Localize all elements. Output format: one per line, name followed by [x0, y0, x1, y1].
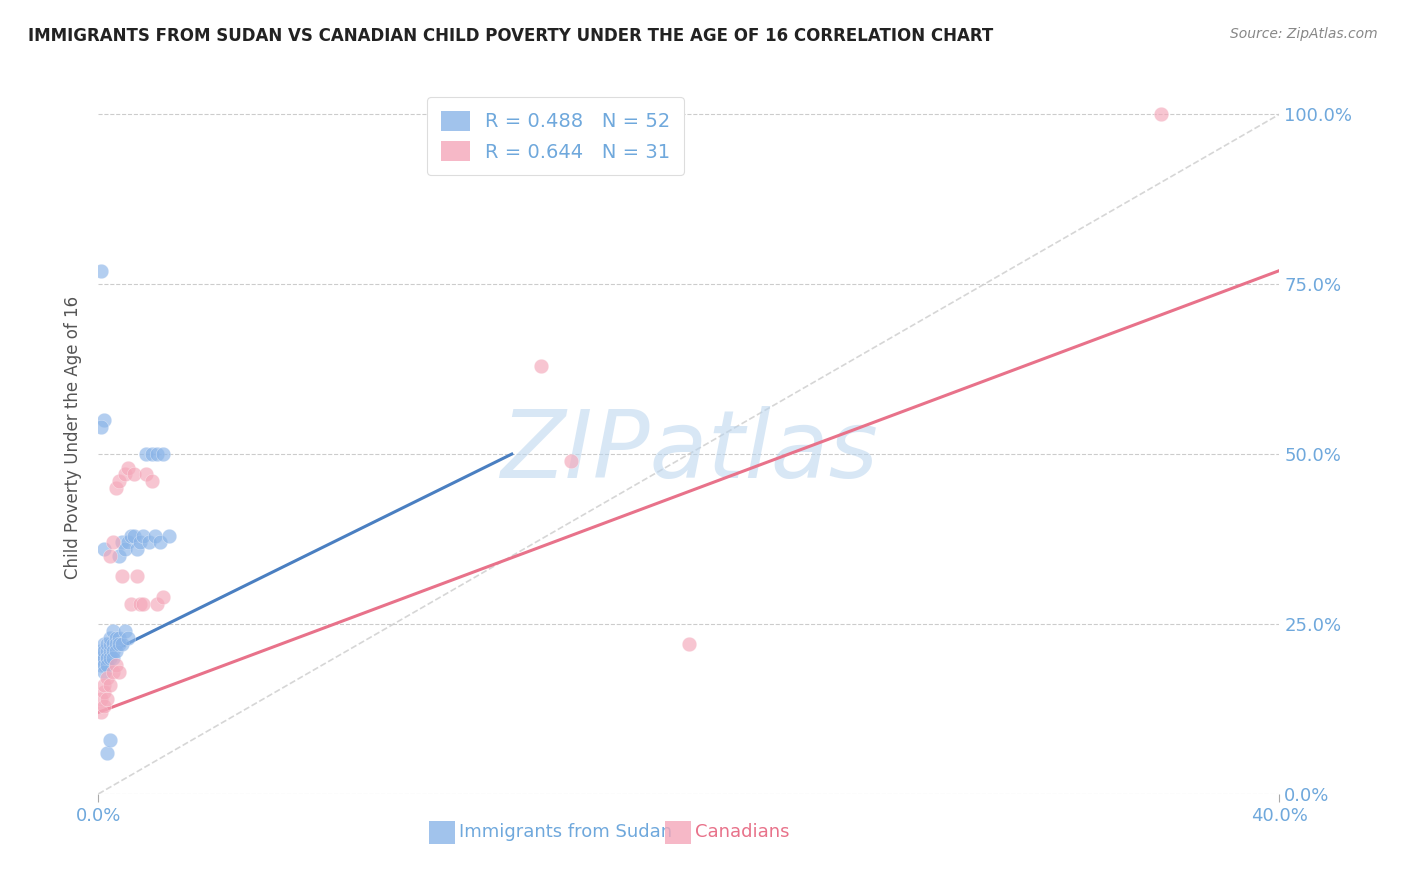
Point: [157, 528, 180, 542]
Point: [93, 644, 115, 658]
Point: [96, 657, 118, 672]
Point: [135, 447, 157, 461]
Point: [108, 631, 131, 645]
Point: [141, 475, 163, 489]
Point: [93, 678, 115, 692]
Point: [105, 657, 128, 672]
Point: [98, 549, 121, 563]
Point: [152, 447, 174, 461]
Point: [105, 481, 128, 495]
Point: [138, 535, 160, 549]
Point: [111, 569, 134, 583]
Point: [96, 671, 118, 685]
Point: [141, 447, 163, 461]
Point: [105, 631, 128, 645]
Point: [90, 691, 112, 706]
Point: [114, 542, 136, 557]
Text: Canadians: Canadians: [695, 823, 789, 841]
Point: [103, 651, 125, 665]
Point: [98, 732, 121, 747]
Point: [105, 644, 128, 658]
Point: [132, 597, 155, 611]
Point: [93, 637, 115, 651]
Point: [90, 263, 112, 277]
Bar: [429, 821, 456, 844]
Point: [98, 678, 121, 692]
Bar: [665, 821, 692, 844]
Point: [93, 413, 115, 427]
Point: [103, 644, 125, 658]
Point: [93, 657, 115, 672]
Point: [103, 624, 125, 638]
Point: [125, 542, 148, 557]
Point: [96, 691, 118, 706]
Point: [93, 651, 115, 665]
Point: [103, 665, 125, 679]
Point: [98, 651, 121, 665]
Point: [108, 665, 131, 679]
Point: [117, 535, 139, 549]
Point: [93, 542, 115, 557]
Point: [146, 597, 169, 611]
Legend: R = 0.488   N = 52, R = 0.644   N = 31: R = 0.488 N = 52, R = 0.644 N = 31: [427, 97, 685, 175]
Point: [1150, 107, 1173, 121]
Point: [143, 528, 166, 542]
Point: [530, 359, 553, 373]
Point: [108, 637, 131, 651]
Point: [128, 597, 150, 611]
Point: [90, 706, 112, 720]
Point: [96, 644, 118, 658]
Point: [117, 631, 139, 645]
Point: [111, 637, 134, 651]
Point: [125, 569, 148, 583]
Text: ZIPatlas: ZIPatlas: [501, 406, 877, 497]
Point: [152, 590, 174, 604]
Text: IMMIGRANTS FROM SUDAN VS CANADIAN CHILD POVERTY UNDER THE AGE OF 16 CORRELATION : IMMIGRANTS FROM SUDAN VS CANADIAN CHILD …: [28, 27, 994, 45]
Point: [108, 475, 131, 489]
Text: Immigrants from Sudan: Immigrants from Sudan: [458, 823, 672, 841]
Point: [96, 637, 118, 651]
Point: [108, 549, 131, 563]
Point: [96, 651, 118, 665]
Point: [98, 644, 121, 658]
Point: [122, 528, 145, 542]
Point: [114, 624, 136, 638]
Point: [105, 637, 128, 651]
Point: [146, 447, 169, 461]
Point: [93, 698, 115, 713]
Point: [103, 637, 125, 651]
Point: [149, 535, 172, 549]
Point: [560, 454, 582, 468]
Point: [90, 657, 112, 672]
Point: [98, 637, 121, 651]
Point: [98, 631, 121, 645]
Point: [96, 746, 118, 760]
Point: [103, 535, 125, 549]
Point: [122, 467, 145, 482]
Point: [132, 528, 155, 542]
Point: [120, 597, 142, 611]
Point: [93, 685, 115, 699]
Point: [114, 467, 136, 482]
Point: [90, 651, 112, 665]
Y-axis label: Child Poverty Under the Age of 16: Child Poverty Under the Age of 16: [65, 295, 83, 579]
Point: [678, 637, 700, 651]
Point: [93, 665, 115, 679]
Point: [90, 420, 112, 434]
Point: [111, 535, 134, 549]
Point: [96, 651, 118, 665]
Point: [117, 460, 139, 475]
Text: Source: ZipAtlas.com: Source: ZipAtlas.com: [1230, 27, 1378, 41]
Point: [90, 644, 112, 658]
Point: [120, 528, 142, 542]
Point: [128, 535, 150, 549]
Point: [135, 467, 157, 482]
